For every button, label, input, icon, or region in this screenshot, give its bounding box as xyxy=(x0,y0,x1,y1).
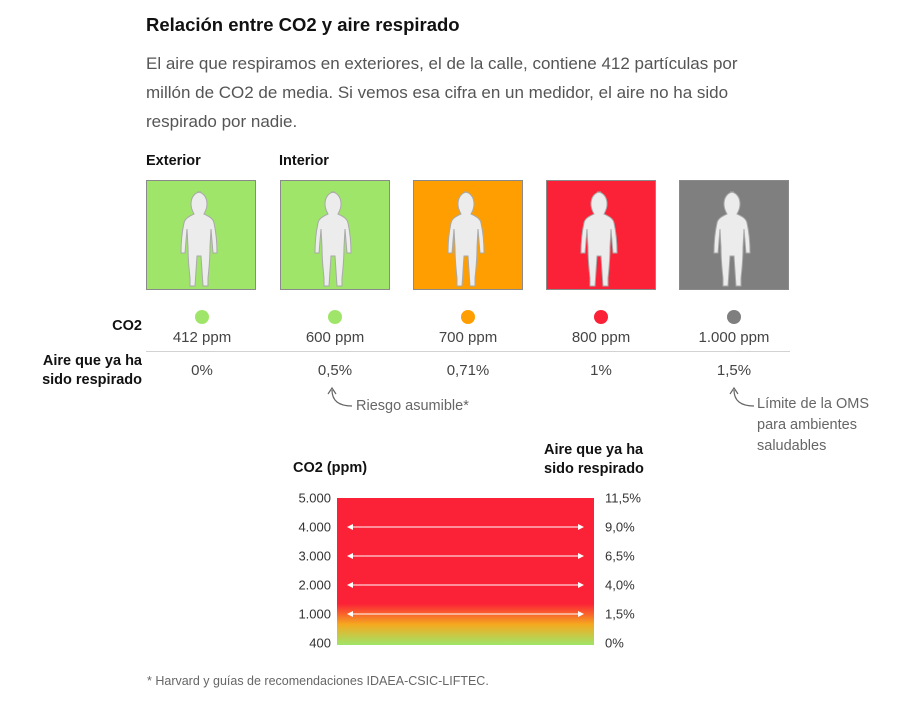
scale-left-axis-title: CO2 (ppm) xyxy=(293,460,368,476)
footnote: * Harvard y guías de recomendaciones IDA… xyxy=(147,674,489,688)
rebreathed-value: 0,71% xyxy=(446,362,490,379)
person-figure-icon xyxy=(447,191,485,287)
scale-tick-rebreathed: 1,5% xyxy=(605,607,635,622)
oms-note-line2: para ambientes xyxy=(757,417,857,433)
scale-right-axis-title-line1: Aire que ya ha xyxy=(544,442,644,458)
row-divider xyxy=(146,351,790,352)
header-exterior: Exterior xyxy=(146,153,201,169)
scale-tick-co2: 2.000 xyxy=(298,578,331,593)
co2-dot xyxy=(461,310,475,324)
scale-right-axis-title: Aire que ya ha sido respirado xyxy=(544,441,644,479)
rebreathed-value: 0,5% xyxy=(317,362,353,379)
scale-tick-co2: 5.000 xyxy=(298,491,331,506)
oms-note-line3: saludables xyxy=(757,438,827,454)
row-label-rebreathed: Aire que ya ha sido respirado xyxy=(20,352,142,390)
ppm-value: 600 ppm xyxy=(305,329,365,346)
scenario-box-1000 xyxy=(679,180,789,290)
rebreathed-value: 1% xyxy=(590,362,612,379)
oms-note: Límite de la OMS para ambientes saludabl… xyxy=(757,394,869,457)
scale-tick-co2: 1.000 xyxy=(298,607,331,622)
row-label-co2: CO2 xyxy=(112,318,142,334)
rebreathed-value: 1,5% xyxy=(716,362,752,379)
scale-tick-rebreathed: 9,0% xyxy=(605,520,635,535)
scale-right-axis-title-line2: sido respirado xyxy=(544,461,644,477)
ppm-value: 412 ppm xyxy=(172,329,232,346)
co2-dot xyxy=(195,310,209,324)
person-figure-icon xyxy=(580,191,618,287)
co2-dot xyxy=(594,310,608,324)
scenario-box-800 xyxy=(546,180,656,290)
header-interior: Interior xyxy=(279,153,329,169)
scale-tick-co2: 4.000 xyxy=(298,520,331,535)
rebreathed-value: 0% xyxy=(191,362,213,379)
co2-gradient-bar xyxy=(337,498,594,645)
risk-note: Riesgo asumible* xyxy=(356,398,469,414)
scenario-box-exterior xyxy=(146,180,256,290)
co2-dot xyxy=(328,310,342,324)
scale-tick-rebreathed: 6,5% xyxy=(605,549,635,564)
ppm-value: 800 ppm xyxy=(571,329,631,346)
row-label-rebreathed-line1: Aire que ya ha xyxy=(42,353,142,369)
risk-arrow-icon xyxy=(327,386,353,407)
scenario-box-700 xyxy=(413,180,523,290)
intro-text: El aire que respiramos en exteriores, el… xyxy=(146,54,738,131)
scale-tick-rebreathed: 4,0% xyxy=(605,578,635,593)
scale-tick-rebreathed: 0% xyxy=(605,636,624,651)
oms-note-line1: Límite de la OMS xyxy=(757,396,870,412)
ppm-value: 1.000 ppm xyxy=(698,329,770,346)
co2-scale-chart: 5.000 11,5% 4.000 9,0% 3.000 6,5% 2.000 4,0% 1.0… xyxy=(298,491,641,651)
scale-tick-co2: 400 xyxy=(309,636,331,651)
person-figure-icon xyxy=(314,191,352,287)
chart-title: Relación entre CO2 y aire respirado xyxy=(146,14,460,35)
scale-tick-rebreathed: 11,5% xyxy=(605,491,641,506)
person-figure-icon xyxy=(713,191,751,287)
scenario-box-600 xyxy=(280,180,390,290)
oms-arrow-icon xyxy=(729,386,755,407)
row-label-rebreathed-line2: sido respirado xyxy=(42,372,142,388)
ppm-value: 700 ppm xyxy=(438,329,498,346)
person-figure-icon xyxy=(180,191,218,287)
scale-tick-co2: 3.000 xyxy=(298,549,331,564)
co2-dot xyxy=(727,310,741,324)
